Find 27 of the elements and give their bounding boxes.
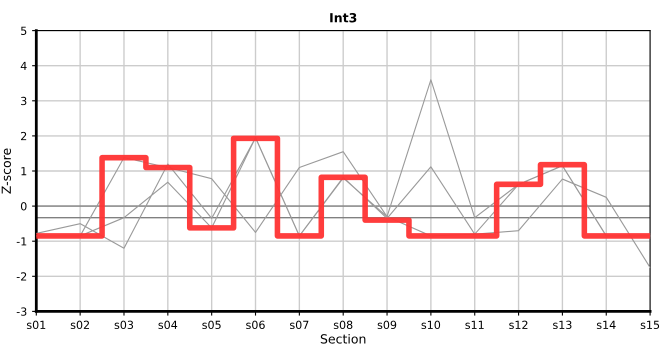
x-axis-title: Section [320,334,366,344]
x-tick-label: s14 [596,320,616,330]
x-tick-label: s06 [246,320,265,330]
x-tick-label: s10 [422,320,440,330]
x-tick-label: s08 [334,320,352,330]
y-tick-label: -1 [16,237,26,246]
x-tick-label: s11 [465,320,484,330]
y-tick-label: 4 [20,62,27,70]
x-tick-label: s09 [378,320,396,330]
y-tick-label: 3 [21,96,26,106]
x-tick-label: s04 [158,320,178,330]
x-tick-label: s03 [114,320,134,330]
x-tick-label: s01 [26,320,46,330]
x-tick-label: s13 [553,320,572,330]
y-tick-label: 0 [20,202,27,210]
y-tick-label: -3 [16,307,26,316]
x-tick-label: s05 [202,320,221,330]
y-tick-label: 5 [21,26,26,35]
x-tick-label: s02 [70,320,89,330]
x-tick-label: s15 [640,320,660,330]
y-tick-label: 2 [21,132,26,140]
x-tick-label: s07 [290,320,308,330]
chart-title: Int3 [330,12,356,22]
y-tick-label: 1 [21,167,26,176]
y-axis-title: Z-score [2,148,11,194]
y-tick-label: -2 [16,272,26,281]
x-tick-label: s12 [509,320,528,330]
